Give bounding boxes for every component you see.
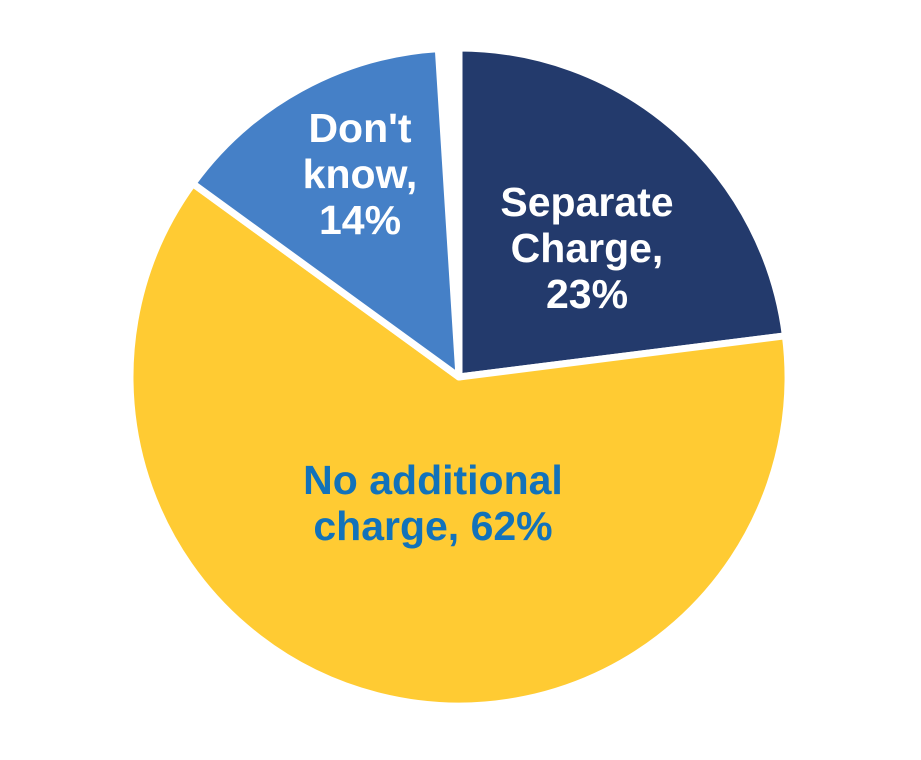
slice-label-line: No additional: [303, 457, 563, 503]
pie-slice-no-additional-charge: [126, 180, 792, 710]
slice-label-no-additional-charge: No additional charge, 62%: [303, 457, 563, 549]
slice-label-dont-know: Don't know, 14%: [303, 105, 418, 243]
slice-label-line: 23%: [545, 271, 629, 317]
slice-label-line: Charge,: [510, 225, 664, 271]
slice-label-separate-charge: Separate Charge, 23%: [500, 179, 673, 317]
slice-label-line: know,: [302, 151, 418, 197]
slice-label-line: 14%: [318, 197, 402, 243]
pie-slice-don-t-know: [189, 45, 463, 381]
slice-label-line: Don't: [308, 105, 412, 151]
slice-label-line: Separate: [500, 179, 674, 225]
slice-label-line: charge, 62%: [313, 503, 553, 549]
pie-slice-separate-charge: [455, 44, 789, 381]
